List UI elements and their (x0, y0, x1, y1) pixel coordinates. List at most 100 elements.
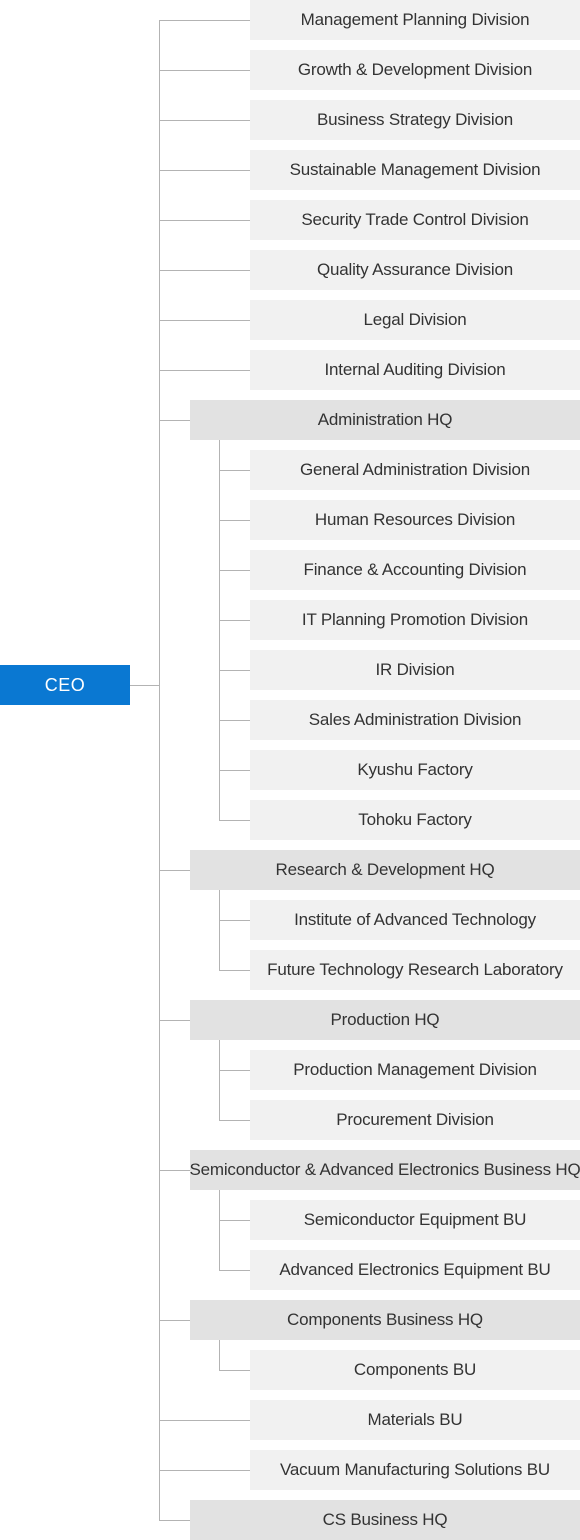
sub-division-box: Human Resources Division (250, 500, 580, 540)
sub-vertical-line (219, 440, 220, 821)
division-box: Materials BU (250, 1400, 580, 1440)
division-box-label: Growth & Development Division (297, 60, 533, 79)
division-box-label: Sustainable Management Division (289, 160, 541, 179)
sub-connector (219, 820, 250, 821)
ceo-label: CEO (44, 674, 86, 695)
division-box: Vacuum Manufacturing Solutions BU (250, 1450, 580, 1490)
sub-division-box-label: Semiconductor Equipment BU (303, 1210, 527, 1229)
division-box: Business Strategy Division (250, 100, 580, 140)
sub-connector (219, 570, 250, 571)
division-box-label: Materials BU (367, 1410, 463, 1429)
trunk-connector (159, 1020, 190, 1021)
trunk-connector (159, 1470, 250, 1471)
hq-box-label: CS Business HQ (322, 1510, 448, 1529)
hq-box-label: Production HQ (330, 1010, 440, 1029)
sub-division-box-label: IR Division (375, 660, 455, 679)
sub-vertical-line (219, 890, 220, 971)
trunk-connector (159, 320, 250, 321)
sub-division-box-label: Components BU (353, 1360, 477, 1379)
sub-connector (219, 770, 250, 771)
division-box-label: Vacuum Manufacturing Solutions BU (280, 1460, 550, 1479)
division-box: Quality Assurance Division (250, 250, 580, 290)
division-box: Security Trade Control Division (250, 200, 580, 240)
sub-vertical-line (219, 1040, 220, 1121)
hq-box: Administration HQ (190, 400, 580, 440)
trunk-connector (159, 270, 250, 271)
main-vertical-line (159, 20, 160, 1521)
sub-division-box: Finance & Accounting Division (250, 550, 580, 590)
sub-division-box: Production Management Division (250, 1050, 580, 1090)
hq-box-label: Components Business HQ (287, 1310, 483, 1329)
sub-connector (219, 1120, 250, 1121)
sub-division-box: IT Planning Promotion Division (250, 600, 580, 640)
trunk-connector (159, 170, 250, 171)
sub-division-box-label: Procurement Division (336, 1110, 494, 1129)
ceo-connector (130, 685, 159, 686)
hq-box: Production HQ (190, 1000, 580, 1040)
sub-division-box: Components BU (250, 1350, 580, 1390)
trunk-connector (159, 1420, 250, 1421)
sub-division-box: Advanced Electronics Equipment BU (250, 1250, 580, 1290)
hq-box-label: Research & Development HQ (275, 860, 495, 879)
sub-division-box-label: Future Technology Research Laboratory (267, 960, 563, 979)
hq-box-label: Semiconductor & Advanced Electronics Bus… (189, 1160, 580, 1179)
hq-box: Research & Development HQ (190, 850, 580, 890)
division-box: Growth & Development Division (250, 50, 580, 90)
sub-division-box: General Administration Division (250, 450, 580, 490)
sub-division-box-label: Institute of Advanced Technology (294, 910, 536, 929)
sub-division-box-label: Kyushu Factory (357, 760, 473, 779)
sub-connector (219, 520, 250, 521)
sub-division-box: Institute of Advanced Technology (250, 900, 580, 940)
sub-division-box: IR Division (250, 650, 580, 690)
sub-division-box-label: Human Resources Division (314, 510, 516, 529)
sub-division-box: Future Technology Research Laboratory (250, 950, 580, 990)
sub-connector (219, 720, 250, 721)
trunk-connector (159, 870, 190, 871)
trunk-connector (159, 1170, 190, 1171)
division-box-label: Management Planning Division (300, 10, 530, 29)
sub-division-box-label: Finance & Accounting Division (303, 560, 527, 579)
sub-division-box-label: IT Planning Promotion Division (301, 610, 529, 629)
sub-division-box: Procurement Division (250, 1100, 580, 1140)
sub-connector (219, 470, 250, 471)
division-box: Sustainable Management Division (250, 150, 580, 190)
sub-connector (219, 1220, 250, 1221)
sub-vertical-line (219, 1190, 220, 1271)
trunk-connector (159, 420, 190, 421)
sub-division-box: Kyushu Factory (250, 750, 580, 790)
division-box-label: Internal Auditing Division (324, 360, 506, 379)
trunk-connector (159, 370, 250, 371)
division-box-label: Security Trade Control Division (301, 210, 529, 229)
division-box-label: Quality Assurance Division (316, 260, 514, 279)
trunk-connector (159, 70, 250, 71)
hq-box: Components Business HQ (190, 1300, 580, 1340)
sub-division-box: Semiconductor Equipment BU (250, 1200, 580, 1240)
sub-division-box-label: General Administration Division (299, 460, 530, 479)
trunk-connector (159, 1320, 190, 1321)
sub-connector (219, 1270, 250, 1271)
division-box-label: Legal Division (363, 310, 467, 329)
sub-connector (219, 670, 250, 671)
sub-division-box-label: Sales Administration Division (308, 710, 522, 729)
hq-box: Semiconductor & Advanced Electronics Bus… (189, 1150, 580, 1190)
hq-box: CS Business HQ (190, 1500, 580, 1540)
division-box: Internal Auditing Division (250, 350, 580, 390)
ceo-box: CEO (0, 665, 130, 705)
sub-division-box: Tohoku Factory (250, 800, 580, 840)
sub-division-box-label: Production Management Division (293, 1060, 537, 1079)
division-box: Management Planning Division (250, 0, 580, 40)
hq-box-label: Administration HQ (317, 410, 453, 429)
division-box-label: Business Strategy Division (316, 110, 514, 129)
sub-division-box-label: Tohoku Factory (358, 810, 472, 829)
sub-connector (219, 1370, 250, 1371)
sub-connector (219, 970, 250, 971)
sub-connector (219, 1070, 250, 1071)
trunk-connector (159, 220, 250, 221)
sub-vertical-line (219, 1340, 220, 1371)
sub-connector (219, 920, 250, 921)
trunk-connector (159, 20, 250, 21)
trunk-connector (159, 1520, 190, 1521)
sub-division-box-label: Advanced Electronics Equipment BU (279, 1260, 551, 1279)
trunk-connector (159, 120, 250, 121)
